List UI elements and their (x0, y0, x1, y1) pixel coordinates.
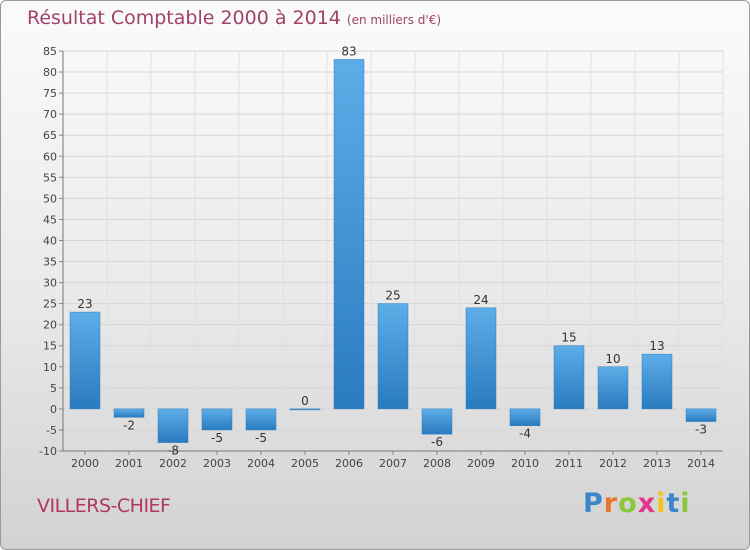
bar-2002 (157, 408, 189, 443)
bar-2006 (333, 59, 365, 410)
x-tick-label-2005: 2005 (291, 457, 319, 470)
y-tick-label: 65 (43, 129, 57, 142)
x-tick-label-2009: 2009 (467, 457, 495, 470)
logo-letter: i (656, 488, 667, 519)
bars (69, 59, 717, 443)
bar-2004 (245, 408, 277, 431)
bar-2014 (685, 408, 717, 422)
y-tick-label: 60 (43, 150, 57, 163)
axes (59, 50, 723, 455)
x-tick-label-2003: 2003 (203, 457, 231, 470)
y-tick-label: 35 (43, 256, 57, 269)
bar-2011 (553, 345, 585, 410)
y-tick-label: 50 (43, 192, 57, 205)
chart-title-text: Résultat Comptable 2000 à 2014 (27, 7, 341, 29)
value-label-2003: -5 (211, 431, 223, 445)
bar-2010 (509, 408, 541, 426)
value-label-2013: 13 (649, 339, 664, 353)
bar-2000 (69, 311, 101, 410)
x-tick-label-2010: 2010 (511, 457, 539, 470)
bar-2012 (597, 366, 629, 410)
logo-letter: i (680, 488, 691, 519)
chart-title: Résultat Comptable 2000 à 2014 (en millie… (27, 7, 441, 29)
value-label-2007: 25 (385, 289, 400, 303)
value-label-2012: 10 (605, 352, 620, 366)
y-tick-label: 75 (43, 87, 57, 100)
y-tick-label: 10 (43, 361, 57, 374)
value-label-2010: -4 (519, 427, 531, 441)
value-label-2001: -2 (123, 418, 135, 432)
y-tick-label: 55 (43, 171, 57, 184)
bar-2009 (465, 307, 497, 410)
y-tick-label: 0 (50, 403, 57, 416)
value-labels: 23 -2 -8 -5 -5 0 83 25 -6 24 -4 15 10 13 -3 (77, 44, 707, 457)
value-label-2000: 23 (77, 297, 92, 311)
value-label-2002: -8 (167, 444, 179, 458)
bar-2001 (113, 408, 145, 418)
value-label-2004: -5 (255, 431, 267, 445)
logo-letter: x (637, 488, 657, 519)
x-tick-labels: 2000 2001 2002 2003 2004 2005 2006 2007 2008 2009… (71, 457, 715, 470)
chart-subtitle: (en milliers d'€) (346, 13, 442, 27)
x-tick-label-2002: 2002 (159, 457, 187, 470)
x-tick-label-2006: 2006 (335, 457, 363, 470)
commune-name: VILLERS-CHIEF (37, 495, 171, 517)
bar-2013 (641, 353, 673, 410)
proxiti-logo: Proxiti (583, 488, 691, 519)
logo-letter: P (583, 488, 604, 519)
value-label-2008: -6 (431, 435, 443, 449)
value-label-2011: 15 (561, 331, 576, 345)
y-tick-label: 5 (50, 382, 57, 395)
logo-letter: t (666, 488, 681, 519)
logo-letter: o (618, 488, 638, 519)
x-tick-label-2014: 2014 (687, 457, 715, 470)
value-label-2006: 83 (341, 44, 356, 58)
value-label-2014: -3 (695, 423, 707, 437)
logo-letter: r (603, 488, 619, 519)
y-tick-label: 70 (43, 108, 57, 121)
value-label-2009: 24 (473, 293, 488, 307)
x-tick-label-2007: 2007 (379, 457, 407, 470)
y-tick-label: 85 (43, 45, 57, 58)
y-tick-label: 15 (43, 340, 57, 353)
x-tick-label-2000: 2000 (71, 457, 99, 470)
y-tick-label: 25 (43, 298, 57, 311)
x-tick-label-2013: 2013 (643, 457, 671, 470)
y-tick-label: 45 (43, 213, 57, 226)
x-tick-label-2012: 2012 (599, 457, 627, 470)
y-tick-label: 80 (43, 66, 57, 79)
x-tick-label-2004: 2004 (247, 457, 275, 470)
y-tick-label: -5 (46, 424, 57, 437)
y-tick-label: 20 (43, 319, 57, 332)
x-tick-label-2008: 2008 (423, 457, 451, 470)
y-tick-label: -10 (39, 445, 57, 458)
bar-2007 (377, 303, 409, 410)
y-tick-label: 40 (43, 234, 57, 247)
bar-2003 (201, 408, 233, 431)
bar-2008 (421, 408, 453, 435)
y-tick-labels: -10 -5 0 5 10 15 20 25 30 35 40 45 50 55 60 65 70 75 80 85 (39, 45, 57, 458)
y-tick-label: 30 (43, 277, 57, 290)
x-tick-label-2001: 2001 (115, 457, 143, 470)
bar-2005 (289, 408, 321, 411)
grid-lines (62, 50, 724, 452)
x-tick-label-2011: 2011 (555, 457, 583, 470)
value-label-2005: 0 (301, 394, 309, 408)
